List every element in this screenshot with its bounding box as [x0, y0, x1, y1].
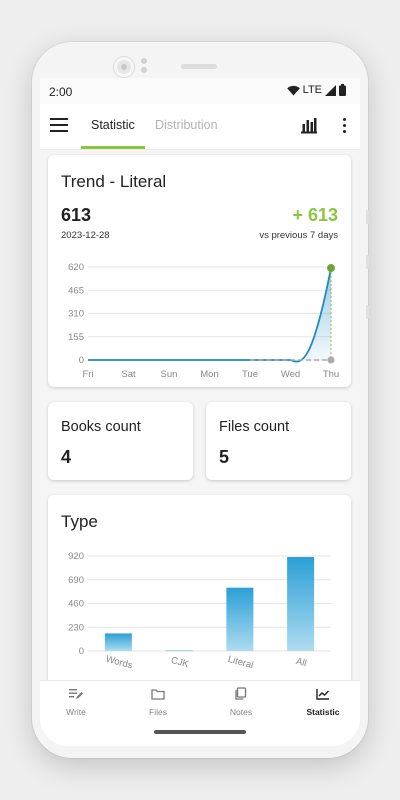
front-camera — [114, 57, 134, 77]
trend-comparison: vs previous 7 days — [259, 230, 338, 241]
trend-x-tick: Thu — [323, 369, 339, 380]
tab-distribution[interactable]: Distribution — [155, 118, 218, 132]
earpiece-speaker — [181, 64, 217, 69]
nav-notes[interactable]: Notes — [211, 687, 271, 717]
gesture-home-bar[interactable] — [154, 730, 246, 734]
trend-date: 2023-12-28 — [61, 230, 110, 241]
trend-x-tick: Tue — [242, 369, 258, 380]
trend-series-line — [88, 267, 332, 363]
side-button — [366, 210, 369, 224]
statistic-content[interactable]: Trend - Literal 613 2023-12-28 + 613 vs … — [40, 150, 360, 680]
type-x-tick: Literal — [227, 654, 255, 671]
sensor-dot — [141, 58, 147, 64]
bottom-navigation: Write Files Notes Statistic — [40, 680, 360, 722]
trend-y-tick: 155 — [68, 332, 84, 343]
trend-x-tick: Mon — [200, 369, 218, 380]
network-label: LTE — [302, 84, 322, 96]
files-count-card[interactable]: Files count 5 — [206, 402, 351, 480]
type-bar — [104, 633, 132, 651]
type-bar — [165, 650, 193, 652]
nav-statistic[interactable]: Statistic — [293, 687, 353, 717]
trend-y-tick: 310 — [68, 309, 84, 320]
type-y-tick: 0 — [79, 646, 84, 657]
nav-label: Files — [149, 707, 167, 717]
write-icon — [69, 689, 83, 699]
trend-x-tick: Sat — [121, 369, 136, 380]
bar-chart-icon[interactable] — [300, 116, 318, 134]
trend-chart: 620 465 310 155 0 Fri Sat Sun Mon Tue Wed Thu — [68, 262, 339, 380]
trend-x-tick: Wed — [281, 369, 300, 380]
notes-icon — [235, 687, 247, 700]
battery-icon — [339, 84, 346, 96]
statistic-icon — [316, 689, 329, 700]
type-y-tick: 460 — [68, 599, 84, 610]
folder-icon — [151, 689, 165, 700]
wifi-icon — [286, 85, 300, 95]
books-count-card[interactable]: Books count 4 — [48, 402, 193, 480]
trend-value: 613 — [61, 205, 92, 225]
app-bar: Statistic Distribution — [40, 104, 360, 150]
trend-y-tick: 465 — [68, 285, 84, 296]
menu-icon[interactable] — [50, 118, 68, 134]
side-button — [366, 255, 369, 269]
trend-x-tick: Fri — [82, 369, 93, 380]
status-icons: LTE — [286, 84, 346, 96]
type-bar — [226, 587, 254, 651]
trend-title: Trend - Literal — [61, 172, 167, 191]
side-button — [366, 305, 369, 319]
trend-current-point — [327, 264, 335, 273]
books-count-label: Books count — [61, 419, 141, 435]
trend-area — [88, 268, 331, 362]
trend-x-tick: Sun — [161, 369, 178, 380]
type-y-tick: 230 — [68, 622, 84, 633]
status-time: 2:00 — [49, 85, 73, 99]
type-y-tick: 920 — [68, 551, 84, 562]
type-x-tick: All — [295, 656, 308, 669]
books-count-value: 4 — [61, 447, 72, 467]
active-tab-indicator — [81, 146, 145, 149]
nav-label: Notes — [229, 707, 253, 717]
type-x-tick: CJK — [170, 655, 191, 670]
type-x-tick: Words — [104, 654, 133, 672]
files-count-value: 5 — [219, 447, 230, 467]
trend-previous-point — [327, 356, 335, 364]
sensor-dot — [141, 67, 147, 73]
type-bar — [287, 557, 315, 651]
more-vert-icon[interactable] — [338, 116, 350, 136]
trend-card: Trend - Literal 613 2023-12-28 + 613 vs … — [48, 155, 351, 387]
type-title: Type — [61, 512, 98, 531]
type-card: Type 920 690 460 230 0 Words CJK Literal All — [48, 495, 351, 680]
tab-statistic[interactable]: Statistic — [91, 118, 135, 132]
app-screen: 2:00 LTE Statistic Distribution — [40, 78, 360, 746]
trend-delta: + 613 — [292, 205, 338, 225]
type-chart: 920 690 460 230 0 Words CJK Literal All — [68, 551, 331, 672]
trend-y-tick: 0 — [79, 355, 84, 366]
signal-icon — [325, 84, 336, 96]
files-count-label: Files count — [219, 419, 290, 435]
type-y-tick: 690 — [68, 575, 84, 586]
trend-y-tick: 620 — [68, 262, 84, 273]
nav-label: Write — [66, 707, 86, 717]
nav-label: Statistic — [306, 707, 340, 717]
status-bar: 2:00 LTE — [40, 78, 360, 104]
nav-files[interactable]: Files — [128, 687, 188, 717]
nav-write[interactable]: Write — [46, 687, 106, 717]
